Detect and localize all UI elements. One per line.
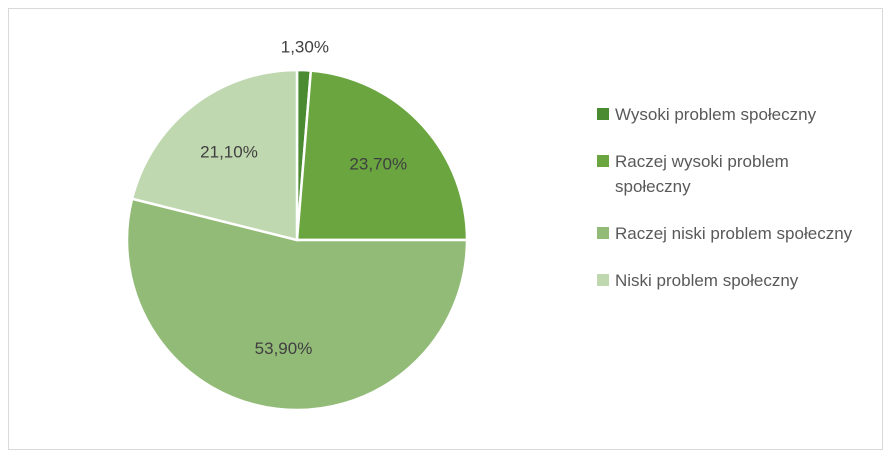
- legend-swatch: [597, 227, 609, 239]
- data-label: 21,10%: [200, 142, 258, 161]
- legend-label: Raczej wysoki problem społeczny: [615, 152, 789, 196]
- legend-swatch: [597, 274, 609, 286]
- data-label: 53,90%: [255, 339, 313, 358]
- data-label: 1,30%: [281, 38, 329, 57]
- legend-swatch: [597, 155, 609, 167]
- legend-label: Raczej niski problem społeczny: [615, 224, 853, 243]
- legend-label: Wysoki problem społeczny: [615, 105, 817, 124]
- pie-slice: [295, 69, 469, 242]
- pie-slice: [125, 197, 469, 412]
- legend: Wysoki problem społeczny Raczej wysoki pr…: [597, 102, 867, 315]
- legend-label: Niski problem społeczny: [615, 271, 799, 290]
- data-label: 23,70%: [349, 155, 407, 174]
- legend-swatch: [597, 108, 609, 120]
- legend-item: Wysoki problem społeczny: [597, 102, 867, 127]
- pie-slice: [130, 68, 299, 242]
- legend-item: Raczej wysoki problem społeczny: [597, 149, 867, 199]
- legend-item: Raczej niski problem społeczny: [597, 221, 867, 246]
- chart-frame: [8, 8, 883, 450]
- legend-item: Niski problem społeczny: [597, 268, 867, 293]
